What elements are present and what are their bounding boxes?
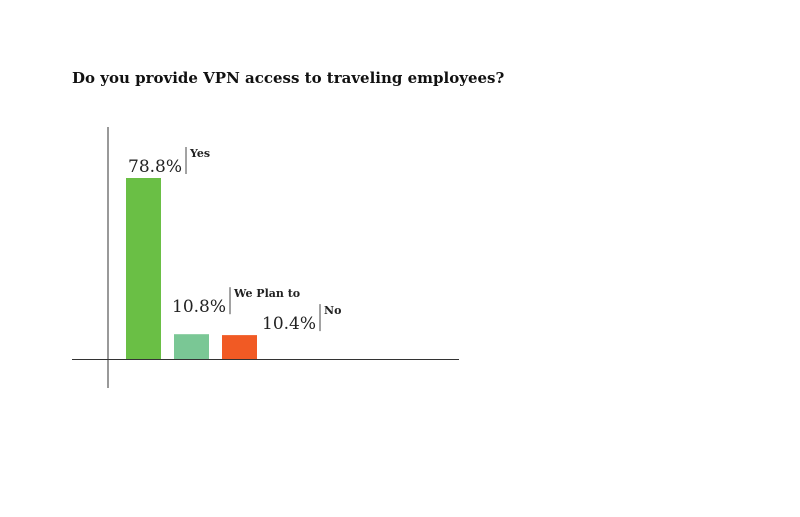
category-label-2: No xyxy=(324,304,341,317)
chart-title: Do you provide VPN access to traveling e… xyxy=(72,69,505,87)
bar-2 xyxy=(222,335,257,359)
bar-value-label-2: 10.4% xyxy=(262,314,316,334)
bar-value-label-1: 10.8% xyxy=(172,297,226,317)
bar-1 xyxy=(174,334,209,359)
bar-0 xyxy=(126,178,161,359)
bars-layer: 78.8% Yes 10.8% We Plan to 10.4% No xyxy=(126,147,341,359)
bar-value-label-0: 78.8% xyxy=(128,157,182,177)
category-label-1: We Plan to xyxy=(233,287,300,300)
category-label-0: Yes xyxy=(189,147,210,160)
